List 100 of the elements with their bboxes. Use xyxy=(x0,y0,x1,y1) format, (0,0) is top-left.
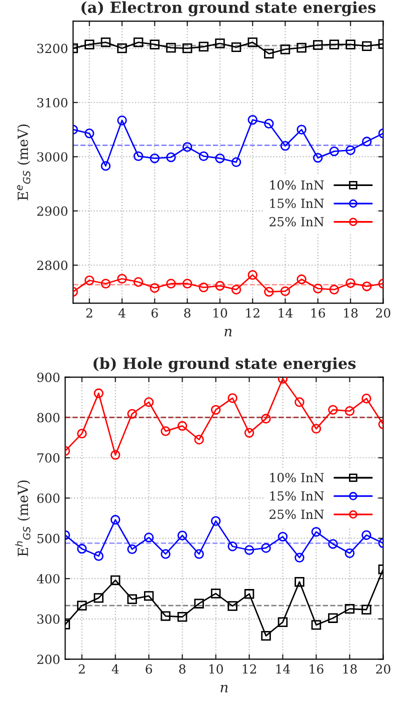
x-tick-label: 8 xyxy=(184,308,190,318)
point xyxy=(280,44,290,54)
x-tick-label: 16 xyxy=(311,308,326,318)
x-tick-label: 10 xyxy=(214,308,228,318)
point xyxy=(231,157,242,168)
point xyxy=(296,42,306,53)
point xyxy=(117,274,127,284)
point xyxy=(248,37,258,48)
point xyxy=(194,434,204,444)
point xyxy=(296,124,306,134)
point xyxy=(248,270,258,280)
x-axis-title: n xyxy=(224,328,232,336)
point xyxy=(182,43,192,54)
point xyxy=(362,136,372,146)
x-tick-label: 12 xyxy=(246,308,260,318)
x-tick-label: 6 xyxy=(146,664,152,674)
point xyxy=(329,146,340,156)
point xyxy=(150,153,160,164)
y-axis-title: E$^{h}$$_{GS}$ (meV) xyxy=(15,480,30,556)
point xyxy=(346,278,356,288)
point xyxy=(264,48,274,59)
y-tick-label: 200 xyxy=(37,654,60,664)
point xyxy=(84,276,94,286)
point xyxy=(228,601,238,611)
point xyxy=(313,284,323,294)
y-tick-label: 600 xyxy=(37,494,60,503)
point xyxy=(261,414,271,424)
point xyxy=(278,617,288,627)
point xyxy=(110,514,120,525)
point xyxy=(264,118,274,129)
point xyxy=(313,152,323,163)
x-tick-label: 18 xyxy=(343,664,357,674)
point xyxy=(346,40,356,50)
y-tick-label: 500 xyxy=(38,534,60,544)
point xyxy=(100,37,111,48)
point xyxy=(215,153,225,164)
point xyxy=(160,426,170,436)
x-tick-label: 4 xyxy=(118,308,126,318)
point xyxy=(133,37,144,48)
point xyxy=(198,151,208,162)
point xyxy=(182,142,192,152)
point xyxy=(280,141,290,151)
point xyxy=(160,611,170,621)
point xyxy=(261,543,271,553)
point xyxy=(117,43,127,54)
point xyxy=(127,408,137,419)
point xyxy=(94,551,104,561)
y-axis-title: E$^{e}$$_{GS}$ (meV) xyxy=(17,124,30,200)
point xyxy=(344,604,355,614)
point xyxy=(215,38,225,48)
x-tick-label: 12 xyxy=(242,664,256,674)
y-tick-label: 700 xyxy=(38,453,60,463)
x-tick-label: 4 xyxy=(112,664,119,674)
chart-title: (a) Electron ground state energies xyxy=(82,1,376,16)
x-axis-title: n xyxy=(220,684,228,692)
point xyxy=(194,598,204,608)
point xyxy=(94,593,104,603)
point xyxy=(144,532,154,542)
legend-label: 15% InN xyxy=(270,491,324,501)
point xyxy=(215,280,225,291)
point xyxy=(362,604,372,614)
point xyxy=(248,114,258,125)
point xyxy=(182,278,192,288)
point xyxy=(280,286,290,296)
point xyxy=(244,589,254,599)
point xyxy=(328,539,338,549)
point xyxy=(144,591,154,601)
point xyxy=(244,428,254,438)
point xyxy=(228,393,238,403)
point xyxy=(84,128,94,138)
point xyxy=(77,428,87,438)
point xyxy=(94,388,104,398)
y-tick-label: 2800 xyxy=(37,260,68,270)
point xyxy=(133,277,144,287)
point xyxy=(160,549,170,559)
point xyxy=(294,397,304,408)
point xyxy=(194,549,204,559)
x-tick-label: 6 xyxy=(152,308,158,318)
point xyxy=(100,278,111,288)
point xyxy=(231,284,242,294)
point xyxy=(198,282,208,292)
point xyxy=(346,145,356,156)
legend-label: 25% InN xyxy=(270,510,324,519)
point xyxy=(210,404,221,415)
point xyxy=(166,42,176,53)
x-tick-label: 18 xyxy=(344,308,358,318)
point xyxy=(362,41,372,51)
point xyxy=(228,542,238,552)
point xyxy=(210,588,221,598)
y-tick-label: 2900 xyxy=(37,206,68,216)
point xyxy=(344,406,355,416)
x-tick-label: 8 xyxy=(179,664,186,674)
point xyxy=(177,530,188,540)
point xyxy=(328,404,338,415)
point xyxy=(311,527,322,537)
point xyxy=(166,278,176,288)
legend-label: 10% InN xyxy=(270,472,324,482)
point xyxy=(362,281,372,292)
legend-label: 10% InN xyxy=(270,180,324,190)
y-tick-label: 3000 xyxy=(37,152,68,162)
